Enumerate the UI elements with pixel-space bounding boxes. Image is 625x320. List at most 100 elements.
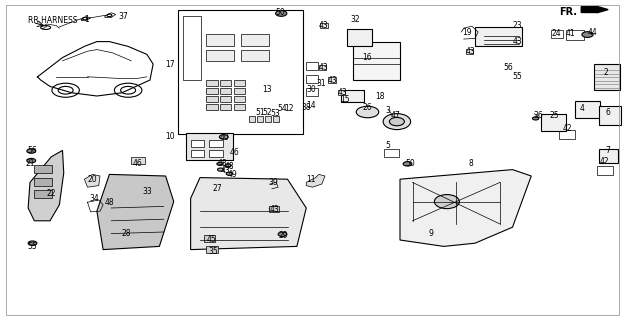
FancyBboxPatch shape <box>338 90 345 95</box>
Text: 14: 14 <box>306 101 316 110</box>
Ellipse shape <box>121 86 136 94</box>
Text: 43: 43 <box>328 76 338 84</box>
FancyBboxPatch shape <box>257 116 263 122</box>
FancyBboxPatch shape <box>206 80 217 86</box>
Ellipse shape <box>217 168 224 171</box>
FancyBboxPatch shape <box>206 50 234 61</box>
Text: 15: 15 <box>341 95 350 104</box>
FancyBboxPatch shape <box>206 34 234 46</box>
FancyBboxPatch shape <box>384 149 399 157</box>
FancyBboxPatch shape <box>209 150 223 157</box>
Ellipse shape <box>205 236 214 241</box>
FancyBboxPatch shape <box>241 34 269 46</box>
Polygon shape <box>306 174 325 187</box>
FancyBboxPatch shape <box>347 29 372 46</box>
Text: 39: 39 <box>269 178 279 187</box>
Ellipse shape <box>225 164 231 167</box>
Text: 3: 3 <box>386 106 391 115</box>
Ellipse shape <box>532 117 539 120</box>
Text: 1: 1 <box>84 15 89 24</box>
FancyBboxPatch shape <box>320 23 328 28</box>
Text: 45: 45 <box>206 236 216 244</box>
FancyBboxPatch shape <box>475 27 522 46</box>
FancyBboxPatch shape <box>186 133 233 160</box>
Text: 48: 48 <box>217 159 227 168</box>
Ellipse shape <box>114 83 142 97</box>
Text: 24: 24 <box>552 29 561 38</box>
FancyBboxPatch shape <box>191 150 204 157</box>
FancyBboxPatch shape <box>234 104 245 110</box>
Text: 38: 38 <box>301 103 311 112</box>
Text: 43: 43 <box>270 205 280 214</box>
FancyBboxPatch shape <box>353 42 400 80</box>
Text: 42: 42 <box>600 157 609 166</box>
Text: 49: 49 <box>228 170 238 179</box>
Ellipse shape <box>27 158 36 163</box>
Text: 50: 50 <box>275 8 285 17</box>
Polygon shape <box>400 170 531 246</box>
Text: 23: 23 <box>512 21 522 30</box>
Text: 26: 26 <box>362 103 372 112</box>
Ellipse shape <box>582 32 593 37</box>
Ellipse shape <box>276 11 287 16</box>
FancyBboxPatch shape <box>599 106 621 125</box>
Text: 9: 9 <box>428 229 433 238</box>
FancyBboxPatch shape <box>559 130 575 139</box>
FancyBboxPatch shape <box>269 206 279 212</box>
FancyBboxPatch shape <box>234 96 245 102</box>
Ellipse shape <box>226 172 232 175</box>
Text: 30: 30 <box>306 85 316 94</box>
Text: 12: 12 <box>284 104 294 113</box>
Text: 37: 37 <box>119 12 129 20</box>
Text: 13: 13 <box>262 85 272 94</box>
FancyBboxPatch shape <box>514 39 521 44</box>
FancyBboxPatch shape <box>220 80 231 86</box>
Text: 43: 43 <box>466 47 476 56</box>
FancyBboxPatch shape <box>599 149 618 163</box>
FancyBboxPatch shape <box>551 30 562 38</box>
Ellipse shape <box>389 117 404 126</box>
Text: 56: 56 <box>27 146 37 155</box>
FancyBboxPatch shape <box>265 116 271 122</box>
Ellipse shape <box>52 83 79 97</box>
FancyBboxPatch shape <box>319 65 326 70</box>
FancyBboxPatch shape <box>341 90 364 102</box>
FancyBboxPatch shape <box>234 88 245 94</box>
Text: 44: 44 <box>588 28 598 36</box>
Text: 29: 29 <box>278 231 288 240</box>
Ellipse shape <box>403 162 412 166</box>
FancyBboxPatch shape <box>142 188 154 195</box>
Text: 18: 18 <box>375 92 384 100</box>
Polygon shape <box>28 150 64 221</box>
Text: 17: 17 <box>166 60 175 68</box>
Text: 46: 46 <box>230 148 240 156</box>
Text: 42: 42 <box>562 124 572 132</box>
Text: 6: 6 <box>605 108 610 116</box>
FancyBboxPatch shape <box>466 49 473 54</box>
Text: 19: 19 <box>462 28 472 36</box>
Ellipse shape <box>106 201 113 205</box>
Text: 20: 20 <box>88 175 97 184</box>
Text: 48: 48 <box>105 198 114 207</box>
FancyBboxPatch shape <box>206 104 217 110</box>
Text: 4: 4 <box>580 104 585 113</box>
Text: 11: 11 <box>306 175 316 184</box>
Text: RR HARNESS: RR HARNESS <box>28 16 78 25</box>
Text: 52: 52 <box>262 108 272 117</box>
FancyBboxPatch shape <box>206 246 217 253</box>
FancyBboxPatch shape <box>541 114 566 131</box>
FancyBboxPatch shape <box>220 96 231 102</box>
Polygon shape <box>191 178 306 250</box>
FancyBboxPatch shape <box>204 235 215 242</box>
FancyBboxPatch shape <box>575 101 600 118</box>
Text: 8: 8 <box>469 159 474 168</box>
Text: 34: 34 <box>89 194 99 203</box>
Text: 27: 27 <box>213 184 222 193</box>
FancyBboxPatch shape <box>34 165 52 173</box>
FancyBboxPatch shape <box>234 80 245 86</box>
Text: 32: 32 <box>350 15 359 24</box>
FancyBboxPatch shape <box>249 116 255 122</box>
FancyBboxPatch shape <box>209 140 223 147</box>
Text: 50: 50 <box>405 159 415 168</box>
Text: 43: 43 <box>221 166 231 175</box>
